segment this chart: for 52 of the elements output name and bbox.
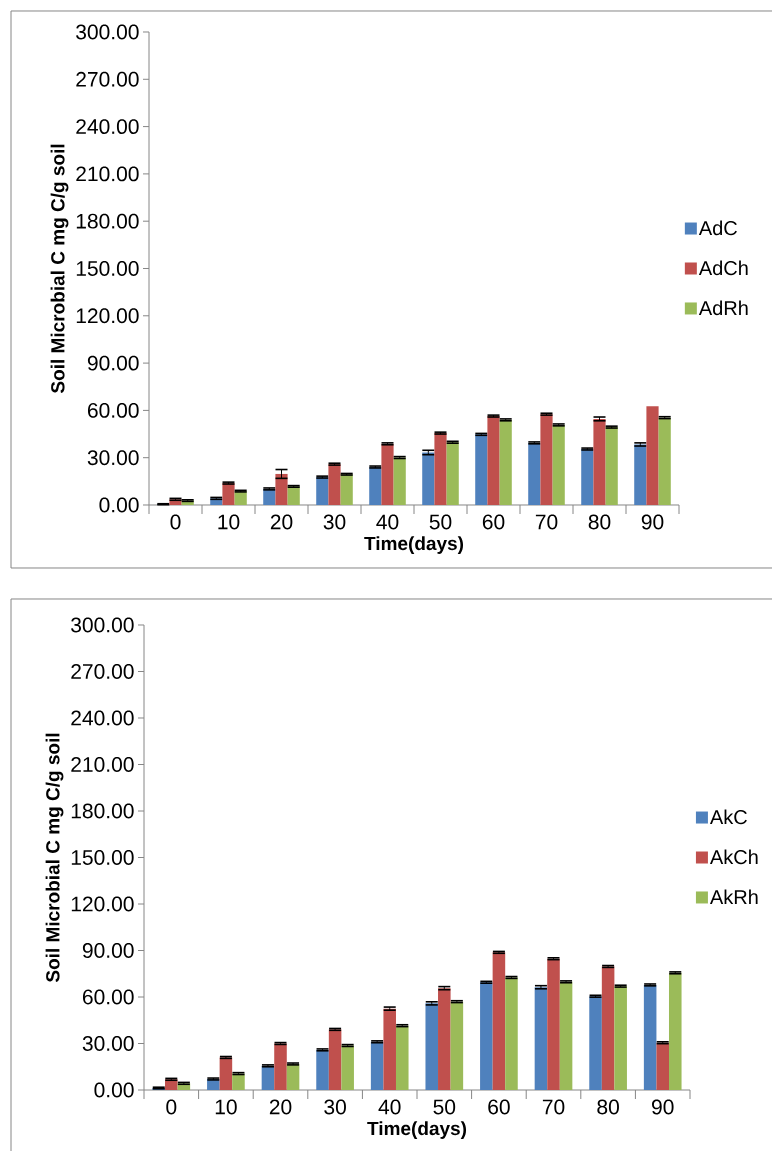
y-tick-label: 240.00 xyxy=(71,710,134,726)
x-tick-label: 50 xyxy=(429,514,452,530)
x-tick-label: 80 xyxy=(588,514,611,530)
y-tick-label: 150.00 xyxy=(76,261,139,276)
y-tick-label: 300.00 xyxy=(76,24,139,40)
x-tick-label: 60 xyxy=(482,514,505,530)
y-tick-label: 60.00 xyxy=(87,402,139,418)
y-tick-label: 210.00 xyxy=(76,166,139,182)
legend-label: AdRh xyxy=(698,300,748,316)
x-tick-label: 50 xyxy=(433,1099,456,1115)
y-tick-label: 30.00 xyxy=(82,1036,134,1051)
x-tick-label: 70 xyxy=(535,514,558,530)
y-tick-label: 180.00 xyxy=(76,213,139,229)
y-tick-label: 30.00 xyxy=(87,450,139,466)
x-tick-label: 90 xyxy=(652,1099,674,1115)
x-tick-label: 0 xyxy=(166,1099,177,1115)
x-tick-label: 40 xyxy=(378,1099,401,1115)
x-tick-label: 60 xyxy=(488,1099,510,1115)
x-axis-title: Time(days) xyxy=(367,1121,467,1139)
y-tick-label: 270.00 xyxy=(71,664,134,679)
x-tick-label: 80 xyxy=(597,1099,619,1115)
x-tick-label: 70 xyxy=(542,1099,565,1115)
x-tick-label: 0 xyxy=(170,514,181,530)
y-tick-label: 300.00 xyxy=(71,617,134,633)
legend-label: AkC xyxy=(709,809,747,825)
y-tick-label: 90.00 xyxy=(82,943,134,958)
x-tick-label: 10 xyxy=(215,1099,237,1115)
x-tick-label: 40 xyxy=(376,514,399,530)
y-tick-label: 240.00 xyxy=(76,119,139,135)
legend-label: AdC xyxy=(698,220,737,236)
legend-label: AkCh xyxy=(709,849,758,865)
legend-label: AdCh xyxy=(698,260,748,276)
x-tick-label: 30 xyxy=(323,514,346,530)
y-tick-label: 120.00 xyxy=(71,896,134,912)
y-tick-label: 150.00 xyxy=(71,850,134,865)
x-tick-label: 90 xyxy=(641,514,664,530)
y-tick-label: 60.00 xyxy=(82,989,134,1005)
y-tick-label: 270.00 xyxy=(76,71,139,87)
x-tick-label: 30 xyxy=(324,1099,346,1115)
y-tick-label: 210.00 xyxy=(71,757,134,772)
y-tick-label: 0.00 xyxy=(99,497,139,513)
x-axis-title: Time(days) xyxy=(364,536,464,554)
x-tick-label: 20 xyxy=(269,1099,292,1115)
legend-label: AkRh xyxy=(709,889,758,904)
y-tick-label: 0.00 xyxy=(94,1082,134,1098)
y-tick-label: 180.00 xyxy=(71,803,134,819)
y-tick-label: 90.00 xyxy=(87,355,139,371)
x-tick-label: 20 xyxy=(270,514,293,530)
y-axis-title: Soil Microbial C mg C/g soil xyxy=(50,144,69,394)
x-tick-label: 10 xyxy=(218,514,240,530)
y-tick-label: 120.00 xyxy=(76,308,139,324)
y-axis-title: Soil Microbial C mg C/g soil xyxy=(45,733,64,983)
